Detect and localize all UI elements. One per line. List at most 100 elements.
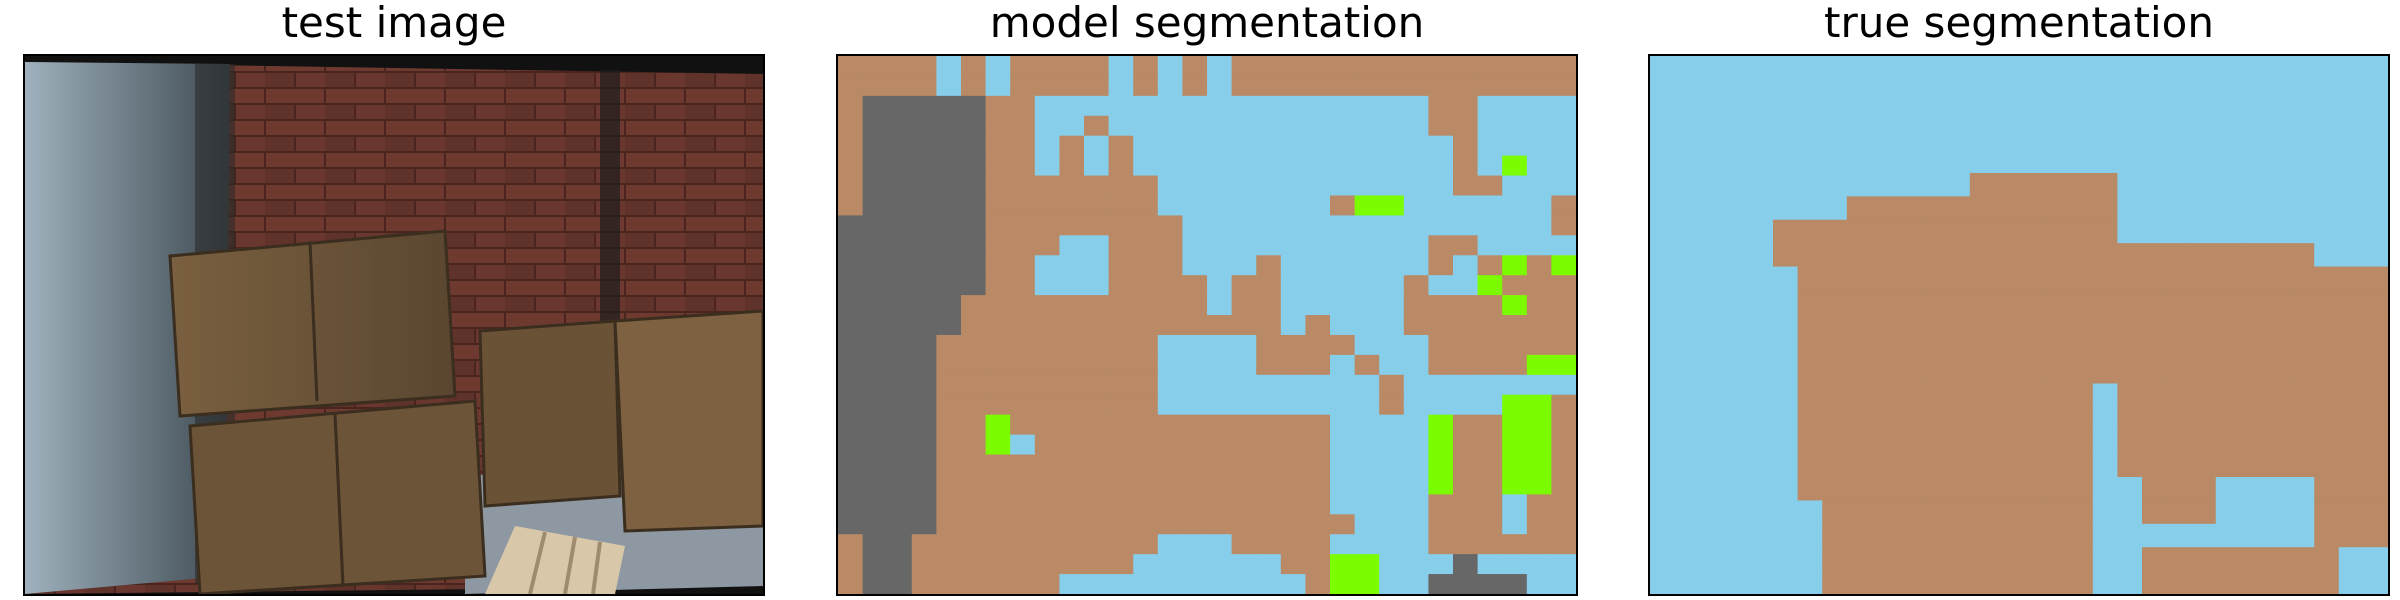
- model-seg-cell-background: [1502, 195, 1528, 217]
- true-seg-cell-background: [2166, 219, 2192, 244]
- model-seg-cell-wood: [1034, 56, 1060, 77]
- model-seg-cell-background: [1526, 554, 1552, 575]
- model-seg-cell-wood: [838, 534, 864, 555]
- model-seg-cell-background: [1207, 75, 1233, 97]
- model-seg-cell-background: [1551, 554, 1576, 575]
- true-seg-cell-wood: [2240, 570, 2266, 594]
- true-seg-cell-background: [2289, 500, 2315, 525]
- model-seg-cell-background: [1157, 574, 1183, 594]
- model-seg-cell-background: [1526, 235, 1552, 256]
- true-seg-cell-wood: [2166, 570, 2192, 594]
- model-seg-cell-wood: [1182, 275, 1208, 296]
- model-seg-cell-wood: [1453, 56, 1479, 77]
- model-seg-cell-wood: [887, 56, 913, 77]
- true-seg-cell-background: [1674, 336, 1700, 361]
- model-seg-cell-wood: [1428, 354, 1454, 376]
- model-seg-cell-gray: [887, 115, 913, 137]
- model-seg-cell-gray: [862, 514, 888, 535]
- true-seg-cell-wood: [1969, 570, 1995, 594]
- model-seg-cell-wood: [1305, 514, 1331, 535]
- model-seg-cell-wood: [1059, 514, 1085, 535]
- model-seg-cell-wood: [1133, 474, 1159, 495]
- model-seg-cell-gray: [862, 95, 888, 117]
- model-seg-cell-wood: [1231, 295, 1257, 316]
- model-seg-cell-background: [1182, 235, 1208, 256]
- model-seg-cell-wood: [1084, 494, 1110, 515]
- true-seg-cell-wood: [1969, 500, 1995, 525]
- model-seg-cell-wood: [1256, 56, 1282, 77]
- model-seg-cell-wood: [1305, 474, 1331, 495]
- true-seg-cell-background: [2166, 523, 2192, 548]
- true-seg-cell-wood: [2019, 406, 2045, 431]
- true-seg-cell-background: [1699, 266, 1725, 291]
- model-seg-cell-gray: [862, 454, 888, 476]
- true-seg-cell-background: [2289, 477, 2315, 502]
- true-seg-cell-wood: [1846, 243, 1872, 268]
- true-seg-cell-background: [2215, 196, 2241, 221]
- model-seg-cell-background: [1330, 235, 1356, 256]
- true-seg-cell-wood: [2338, 383, 2364, 408]
- true-seg-cell-wood: [2068, 406, 2094, 431]
- true-seg-cell-background: [2240, 219, 2266, 244]
- true-seg-cell-background: [2338, 172, 2364, 197]
- true-seg-cell-wood: [1797, 430, 1823, 455]
- model-seg-cell-background: [1330, 135, 1356, 157]
- model-seg-cell-wood: [1231, 275, 1257, 296]
- true-seg-cell-wood: [1871, 360, 1897, 385]
- model-seg-cell-background: [1182, 155, 1208, 177]
- model-seg-cell-background: [1256, 95, 1282, 117]
- model-seg-cell-background: [1305, 374, 1331, 396]
- model-seg-cell-background: [1354, 434, 1380, 456]
- true-seg-cell-wood: [2068, 172, 2094, 197]
- true-seg-cell-background: [2338, 219, 2364, 244]
- true-seg-cell-background: [2289, 196, 2315, 221]
- model-seg-cell-wood: [1084, 394, 1110, 416]
- model-seg-cell-wood: [1256, 434, 1282, 456]
- model-seg-cell-wood: [1207, 414, 1233, 436]
- model-seg-cell-wood: [1305, 414, 1331, 436]
- model-seg-cell-background: [1084, 155, 1110, 177]
- true-seg-cell-wood: [2068, 547, 2094, 572]
- true-seg-cell-background: [1773, 196, 1799, 221]
- model-seg-cell-gray: [911, 195, 937, 217]
- true-seg-cell-wood: [2019, 453, 2045, 478]
- true-seg-cell-wood: [2191, 570, 2217, 594]
- true-seg-cell-wood: [2191, 383, 2217, 408]
- true-seg-cell-background: [1748, 126, 1774, 151]
- true-seg-cell-background: [1969, 126, 1995, 151]
- true-seg-cell-wood: [2265, 453, 2291, 478]
- model-seg-cell-wood: [1354, 354, 1380, 376]
- true-seg-cell-background: [1699, 383, 1725, 408]
- true-seg-cell-wood: [1969, 266, 1995, 291]
- true-seg-cell-wood: [2166, 243, 2192, 268]
- model-seg-cell-gray: [887, 454, 913, 476]
- model-seg-cell-gray: [838, 315, 864, 336]
- true-seg-cell-background: [2092, 547, 2118, 572]
- model-seg-cell-wood: [985, 554, 1011, 575]
- model-seg-cell-wood: [1157, 295, 1183, 316]
- model-seg-cell-gray: [911, 434, 937, 456]
- true-seg-cell-background: [2215, 500, 2241, 525]
- model-seg-cell-background: [1330, 115, 1356, 137]
- true-seg-cell-background: [2092, 500, 2118, 525]
- model-seg-cell-background: [1157, 135, 1183, 157]
- model-seg-cell-green: [1526, 434, 1552, 456]
- model-seg-cell-background: [1280, 275, 1306, 296]
- true-seg-cell-background: [1797, 79, 1823, 104]
- true-seg-cell-background: [2191, 102, 2217, 127]
- true-seg-cell-wood: [1969, 383, 1995, 408]
- model-seg-cell-background: [1403, 255, 1429, 276]
- model-seg-cell-wood: [961, 315, 987, 336]
- true-seg-cell-background: [1748, 243, 1774, 268]
- model-seg-cell-gray: [887, 235, 913, 256]
- true-seg-cell-background: [1674, 500, 1700, 525]
- true-seg-cell-background: [1650, 102, 1676, 127]
- true-seg-cell-wood: [2240, 336, 2266, 361]
- true-seg-cell-wood: [2240, 289, 2266, 314]
- model-seg-cell-background: [1551, 155, 1576, 177]
- model-seg-cell-background: [1403, 554, 1429, 575]
- model-seg-cell-wood: [985, 334, 1011, 356]
- model-seg-cell-wood: [1551, 474, 1576, 495]
- model-seg-cell-background: [1403, 534, 1429, 555]
- true-seg-cell-wood: [1871, 547, 1897, 572]
